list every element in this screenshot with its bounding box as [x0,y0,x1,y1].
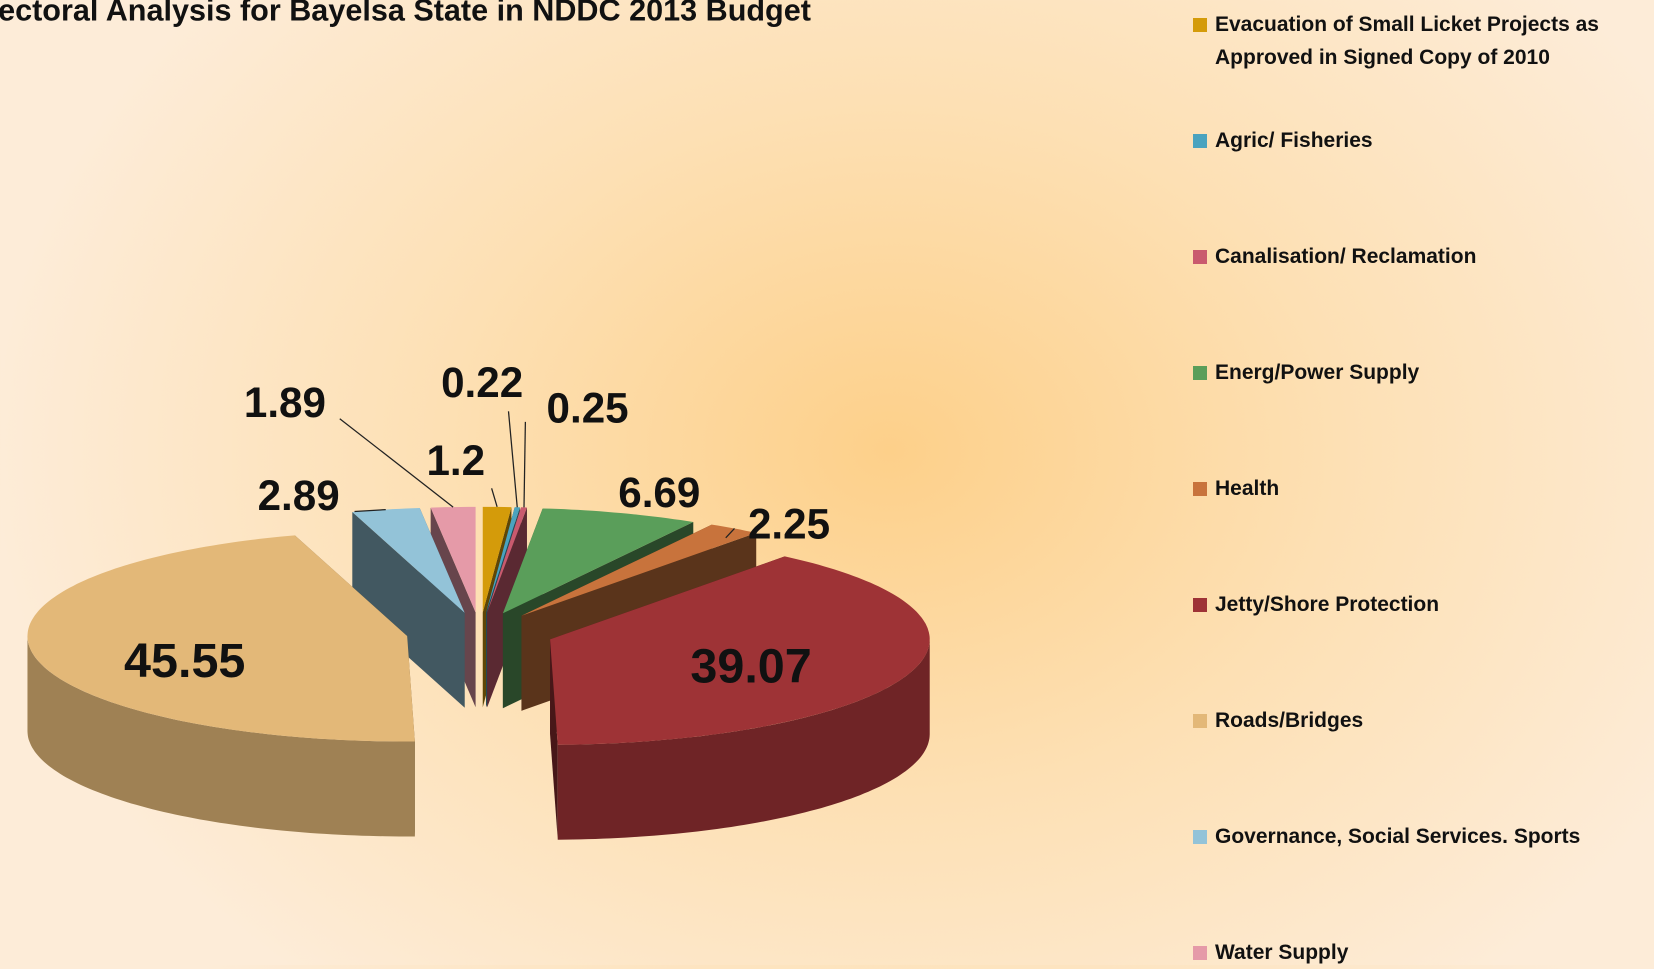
leader-line [507,411,518,508]
slice-top [352,508,465,613]
legend-swatch [1193,482,1207,496]
legend-label: Governance, Social Services. Sports [1215,825,1581,848]
legend-item: Evacuation of Small Licket Projects as A… [1193,8,1648,74]
slice-top [550,556,930,745]
data-label: 0.22 [441,359,523,406]
slice-wall [550,639,558,840]
data-label: 2.89 [258,472,340,519]
slice-top [430,506,476,613]
slice-side [557,639,930,840]
legend-swatch [1193,134,1207,148]
slice-top [502,508,694,614]
leader-line [339,418,454,508]
legend-label: Canalisation/ Reclamation [1215,245,1477,268]
legend-swatch [1193,366,1207,380]
legend-item: Governance, Social Services. Sports [1193,820,1648,853]
legend-label: Jetty/Shore Protection [1215,593,1440,616]
data-label: 1.2 [426,437,485,484]
slice-top [27,535,415,742]
data-label: 39.07 [690,640,811,694]
legend-item: Health [1193,472,1648,505]
legend-item: Water Supply [1193,936,1648,969]
legend-swatch [1193,714,1207,728]
slice-top [486,507,520,613]
legend-label: Roads/Bridges [1215,709,1364,732]
legend-swatch [1193,18,1207,32]
data-label: 1.89 [244,379,326,426]
slice-top [482,506,512,613]
legend-item: Roads/Bridges [1193,704,1648,737]
slice-side [27,636,415,837]
slice [27,535,415,837]
slice-top [521,524,757,616]
slice-wall [352,512,465,708]
slice [352,508,465,708]
legend-swatch [1193,946,1207,960]
data-label: 45.55 [124,634,245,688]
legend-swatch [1193,598,1207,612]
leader-line [491,488,498,508]
legend-label: Health [1215,477,1280,500]
legend-swatch [1193,250,1207,264]
chart-title: ectoral Analysis for Bayelsa State in ND… [0,0,811,28]
legend-item: Agric/ Fisheries [1193,124,1648,157]
legend-label: Energ/Power Supply [1215,361,1420,384]
legend-label: Evacuation of Small Licket Projects as A… [1215,13,1599,69]
legend-item: Canalisation/ Reclamation [1193,240,1648,273]
data-label: 0.25 [547,384,629,431]
leader-line [725,528,735,539]
leader-line [523,421,527,508]
legend-item: Energ/Power Supply [1193,356,1648,389]
legend-swatch [1193,830,1207,844]
slice [550,556,930,840]
legend-item: Jetty/Shore Protection [1193,588,1648,621]
data-label: 2.25 [748,500,830,547]
data-label: 6.69 [618,469,700,516]
legend-label: Water Supply [1215,941,1349,964]
leader-line [354,508,386,513]
legend-label: Agric/ Fisheries [1215,129,1373,152]
slice-top [487,507,527,613]
